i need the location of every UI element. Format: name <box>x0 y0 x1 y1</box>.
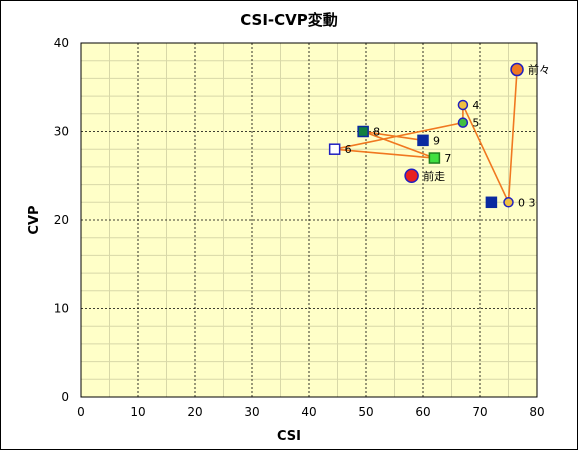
y-axis-label: CVP <box>27 205 42 234</box>
x-tick-label: 50 <box>358 405 373 419</box>
chart-title: CSI-CVP変動 <box>240 11 338 29</box>
y-axis-ticks: 0 10 20 30 40 <box>54 36 69 404</box>
x-tick-label: 20 <box>187 405 202 419</box>
y-tick-label: 10 <box>54 302 69 316</box>
series-line <box>333 69 518 204</box>
point-label: 7 <box>444 152 451 165</box>
major-grid <box>81 43 537 397</box>
y-tick-label: 30 <box>54 125 69 139</box>
data-point <box>503 197 514 208</box>
point-label: 0 3 <box>518 196 536 209</box>
point-label: 8 <box>373 126 380 139</box>
x-axis-label: CSI <box>277 429 301 444</box>
point-label: 前走 <box>423 169 445 183</box>
x-tick-label: 0 <box>77 405 85 419</box>
x-tick-label: 70 <box>472 405 487 419</box>
data-point <box>457 117 469 128</box>
data-point <box>457 99 469 111</box>
series-polyline <box>333 69 518 204</box>
point-label: 9 <box>433 134 440 147</box>
data-point <box>417 134 429 147</box>
data-point <box>485 196 498 209</box>
x-tick-label: 30 <box>244 405 259 419</box>
x-axis-ticks: 0 10 20 30 40 50 60 70 80 <box>77 405 544 419</box>
data-point <box>404 168 419 183</box>
point-label: 5 <box>472 117 479 130</box>
point-label: 6 <box>345 143 352 156</box>
data-point <box>328 143 341 155</box>
point-label: 4 <box>472 99 479 112</box>
x-tick-label: 80 <box>529 405 544 419</box>
data-points <box>328 62 524 209</box>
x-tick-label: 40 <box>301 405 316 419</box>
y-tick-label: 0 <box>61 390 69 404</box>
x-tick-label: 60 <box>415 405 430 419</box>
point-labels: 前々 0 3 4 5 6 7 8 9 前走 <box>345 63 550 210</box>
data-point <box>510 62 524 77</box>
data-point <box>357 125 369 138</box>
x-tick-label: 10 <box>130 405 145 419</box>
y-tick-label: 20 <box>54 213 69 227</box>
data-point <box>428 152 441 164</box>
y-tick-label: 40 <box>54 36 69 50</box>
point-label: 前々 <box>528 63 550 77</box>
plot-border <box>80 42 538 398</box>
